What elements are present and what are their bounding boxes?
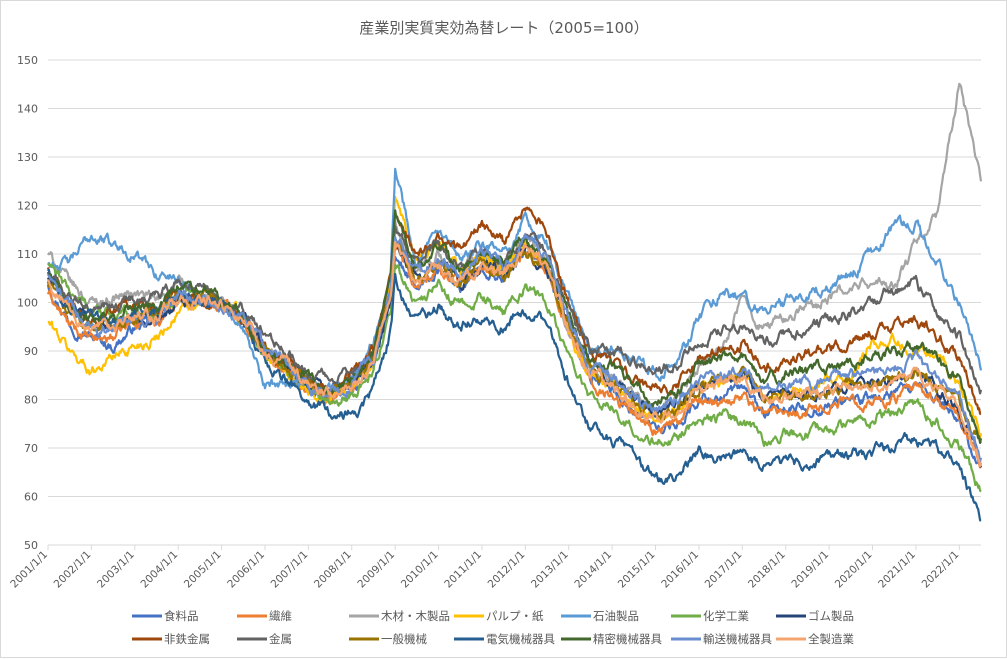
series-line-5 xyxy=(47,167,983,392)
x-tick-label: 2009/1/1 xyxy=(355,549,397,591)
legend-label: 輸送機械器具 xyxy=(703,632,772,646)
y-tick-label: 80 xyxy=(24,394,38,407)
x-tick-label: 2016/1/1 xyxy=(659,549,701,591)
legend-label: 化学工業 xyxy=(703,609,749,623)
x-tick-label: 2012/1/1 xyxy=(486,549,528,591)
legend-label: 金属 xyxy=(269,632,292,646)
legend-label: 電気機械器具 xyxy=(486,632,555,646)
x-tick-label: 2011/1/1 xyxy=(442,549,484,591)
x-tick-label: 2018/1/1 xyxy=(746,549,788,591)
y-axis: 50 60 70 80 90 100 110 120 130 140 150 xyxy=(17,54,38,552)
series-line-14 xyxy=(47,240,983,467)
series-line-8 xyxy=(46,206,982,416)
legend-label: 石油製品 xyxy=(593,609,639,623)
series-line-10 xyxy=(46,240,982,444)
y-tick-label: 130 xyxy=(17,151,38,164)
legend-label: 食料品 xyxy=(164,609,199,623)
y-tick-label: 60 xyxy=(24,491,38,504)
x-tick-label: 2017/1/1 xyxy=(703,549,745,591)
y-tick-label: 150 xyxy=(17,54,38,67)
x-tick-label: 2015/1/1 xyxy=(616,549,658,591)
series-line-12 xyxy=(47,209,983,444)
y-tick-label: 50 xyxy=(24,539,38,552)
y-tick-label: 140 xyxy=(17,103,38,116)
x-tick-label: 2022/1/1 xyxy=(920,549,962,591)
y-tick-label: 100 xyxy=(17,297,38,310)
legend-label: 繊維 xyxy=(269,609,292,623)
x-tick-label: 2008/1/1 xyxy=(312,549,354,591)
x-tick-label: 2014/1/1 xyxy=(572,549,614,591)
x-tick-label: 2021/1/1 xyxy=(876,549,918,591)
chart-title: 産業別実質実効為替レート（2005=100） xyxy=(359,19,648,37)
x-tick-label: 2007/1/1 xyxy=(269,549,311,591)
x-tick-label: 2005/1/1 xyxy=(182,549,224,591)
x-tick-label: 2019/1/1 xyxy=(789,549,831,591)
y-tick-label: 90 xyxy=(24,345,38,358)
legend-label: 全製造業 xyxy=(808,632,854,646)
legend-label: パルプ・紙 xyxy=(486,609,544,623)
legend-label: ゴム製品 xyxy=(808,609,854,623)
y-tick-label: 110 xyxy=(17,248,38,261)
y-tick-label: 120 xyxy=(17,200,38,213)
x-tick-label: 2003/1/1 xyxy=(95,549,137,591)
series-line-7 xyxy=(46,237,983,468)
series-line-9 xyxy=(46,225,983,395)
x-tick-label: 2010/1/1 xyxy=(399,549,441,591)
legend-label: 精密機械器具 xyxy=(593,632,662,646)
x-axis: 2001/1/1 2002/1/1 2003/1/1 2004/1/1 2005/1/1… xyxy=(8,545,961,590)
legend-label: 木材・木製品 xyxy=(381,609,450,623)
legend-label: 非鉄金属 xyxy=(164,632,210,646)
x-tick-label: 2020/1/1 xyxy=(833,549,875,591)
y-tick-label: 70 xyxy=(24,442,38,455)
x-tick-label: 2006/1/1 xyxy=(225,549,267,591)
series-line-13 xyxy=(47,233,983,463)
x-tick-label: 2013/1/1 xyxy=(529,549,571,591)
series-lines xyxy=(46,82,983,522)
x-tick-label: 2004/1/1 xyxy=(138,549,180,591)
legend-label: 一般機械 xyxy=(381,632,427,646)
x-tick-label: 2002/1/1 xyxy=(52,549,94,591)
x-tick-label: 2001/1/1 xyxy=(8,549,50,591)
